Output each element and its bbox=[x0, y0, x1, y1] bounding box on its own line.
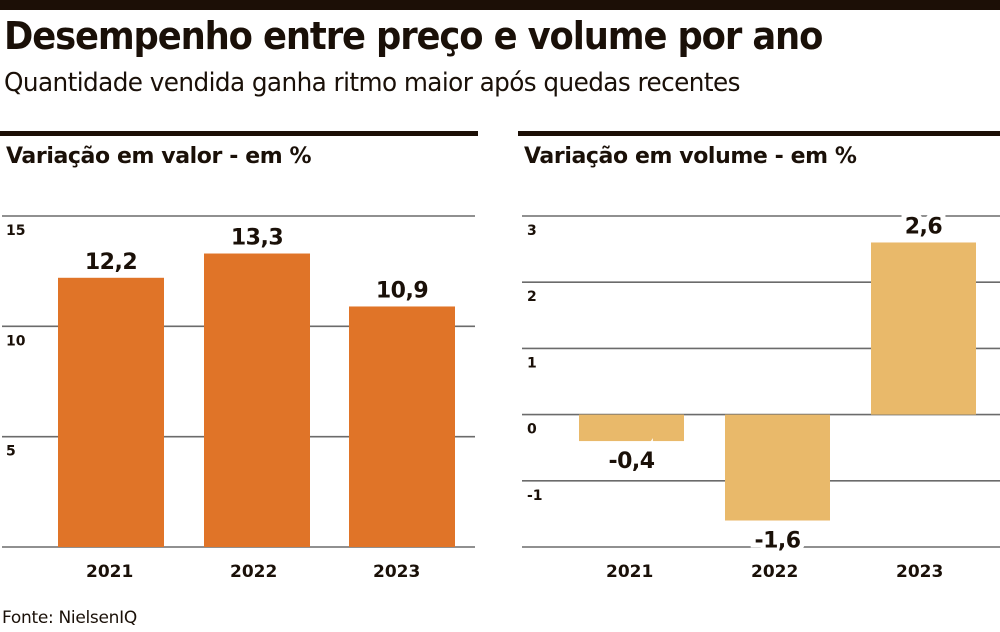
y-tick-label: 15 bbox=[6, 223, 25, 239]
x-category-label: 2022 bbox=[230, 562, 277, 582]
right-panel-rule bbox=[518, 131, 1000, 136]
value-label: 12,2 bbox=[85, 250, 137, 275]
bar-2022 bbox=[725, 414, 830, 521]
top-bar bbox=[0, 0, 1000, 10]
chart-title: Desempenho entre preço e volume por ano bbox=[4, 14, 823, 58]
source-note: Fonte: NielsenIQ bbox=[2, 608, 137, 628]
bar-2023 bbox=[871, 242, 976, 415]
y-tick-label: 10 bbox=[6, 333, 26, 349]
chart-subtitle: Quantidade vendida ganha ritmo maior apó… bbox=[4, 68, 740, 98]
bar-2023 bbox=[349, 306, 455, 547]
x-category-label: 2022 bbox=[751, 562, 798, 582]
y-tick-label: 3 bbox=[527, 223, 537, 239]
y-tick-label: -1 bbox=[527, 488, 543, 504]
volume-chart-title: Variação em volume - em % bbox=[524, 144, 857, 169]
y-tick-label: 1 bbox=[527, 355, 537, 371]
value-label: 13,3 bbox=[231, 226, 283, 251]
value-label: -1,6 bbox=[754, 529, 800, 554]
bar-2022 bbox=[204, 253, 310, 547]
left-panel-rule bbox=[0, 131, 478, 136]
x-category-label: 2023 bbox=[373, 562, 420, 582]
bar-2021 bbox=[58, 277, 164, 547]
value-label: 10,9 bbox=[376, 278, 428, 303]
bar-2021 bbox=[579, 414, 684, 442]
y-tick-label: 2 bbox=[527, 289, 537, 305]
x-category-label: 2021 bbox=[606, 562, 653, 582]
y-tick-label: 0 bbox=[527, 422, 537, 438]
value-label: 2,6 bbox=[905, 214, 943, 239]
x-category-label: 2023 bbox=[896, 562, 943, 582]
y-tick-label: 5 bbox=[6, 444, 16, 460]
value-chart-title: Variação em valor - em % bbox=[6, 144, 312, 169]
value-label: -0,4 bbox=[608, 449, 654, 474]
x-category-label: 2021 bbox=[86, 562, 133, 582]
